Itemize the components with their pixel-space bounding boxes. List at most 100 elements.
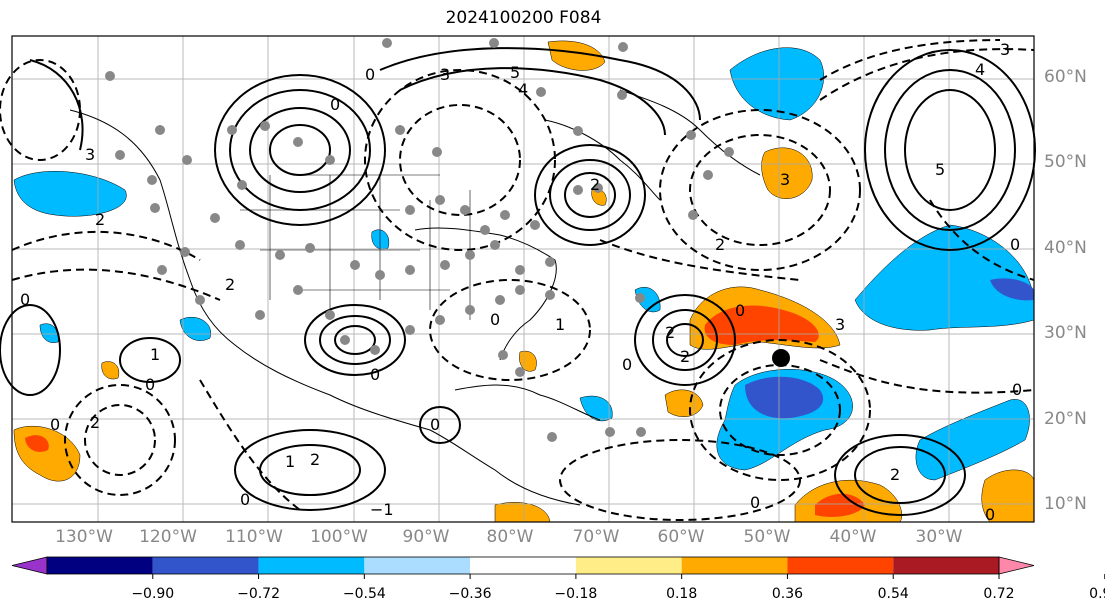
contour-label: 1 [150, 345, 160, 364]
dark-blue-region [990, 278, 1034, 301]
contour-high [634, 294, 736, 386]
contour-label: 0 [240, 490, 250, 509]
colorbar-label: −0.54 [342, 586, 386, 602]
longitude-label: 50°W [743, 527, 791, 547]
coastlines [69, 89, 761, 506]
contour-high [269, 124, 331, 176]
solid-contours [0, 47, 1036, 516]
colorbar-segment [152, 557, 259, 574]
latitude-label: 60°N [1044, 67, 1087, 87]
contour-label: 0 [750, 493, 760, 512]
contour-high [884, 69, 1016, 231]
colorbar-label: −0.36 [448, 586, 492, 602]
colorbar [11, 556, 1105, 579]
colorbar-label: 0.36 [771, 586, 804, 602]
contour-high [304, 304, 406, 376]
contour-label: 3 [835, 315, 845, 334]
map-title: 2024100200 F084 [445, 8, 602, 28]
colorbar-label: −0.72 [237, 586, 280, 602]
contour-high [666, 323, 704, 357]
latitude-label: 30°N [1044, 323, 1087, 343]
contour-high [229, 89, 371, 211]
contour-label: 0 [735, 301, 745, 320]
colorbar-extend-low [11, 556, 48, 575]
contour-label: 0 [370, 365, 380, 384]
red-region [815, 493, 865, 517]
colorbar-segment [681, 557, 788, 574]
contour-label: 4 [975, 60, 985, 79]
contour-label: 2 [225, 275, 235, 294]
dark-blue-region [745, 376, 824, 419]
colorbar-segment [575, 557, 682, 574]
latitude-label: 50°N [1044, 152, 1087, 172]
contour-high [0, 304, 61, 396]
contour-label: 0 [1010, 235, 1020, 254]
contour-label: 0 [1012, 380, 1022, 399]
contour-label: 1 [285, 452, 295, 471]
contour-high [834, 434, 966, 516]
contour-label: 1 [555, 315, 565, 334]
longitude-label: 110°W [225, 527, 283, 547]
colorbar-label: 0.90 [1089, 586, 1105, 602]
colorbar-label: −0.90 [131, 586, 175, 602]
contour-high [864, 49, 1036, 251]
blue-region [915, 399, 1030, 481]
contour-label: 5 [510, 63, 520, 82]
blue-region [39, 323, 59, 343]
colorbar-label: −0.18 [554, 586, 598, 602]
contour-high [119, 337, 181, 383]
station-dots [105, 38, 734, 442]
longitude-label: 130°W [55, 527, 113, 547]
contour-high [534, 144, 646, 246]
contour-label: 0 [330, 95, 340, 114]
contour-high [652, 309, 718, 371]
orange-region [761, 147, 813, 199]
storm-marker [772, 349, 790, 367]
contour-label: 2 [590, 175, 600, 194]
contour-label: 5 [935, 160, 945, 179]
contour-labels: 0 5 4 3 1 0 2 1 0 −1 2 0 0 2 3 0 0 1 0 2… [20, 40, 1022, 524]
gridlines [12, 36, 1034, 522]
latitude-label: 20°N [1044, 409, 1087, 429]
longitude-label: 80°W [486, 527, 534, 547]
blue-region [729, 47, 824, 121]
contour-label: 2 [665, 323, 675, 342]
red-region [25, 435, 49, 452]
contour-label: 2 [95, 210, 105, 229]
colorbar-segment [893, 557, 999, 574]
colorbar-label: 0.54 [877, 586, 909, 602]
contour-high [319, 315, 391, 365]
contour-high [249, 107, 351, 193]
contour-label: 0 [365, 65, 375, 84]
colorbar-segment [47, 557, 153, 574]
contour-label: 2 [715, 235, 725, 254]
colorbar-segment [787, 557, 894, 574]
contour-high [854, 446, 946, 504]
colorbar-label: 0.72 [983, 586, 1015, 602]
colorbar-extend-high [998, 556, 1035, 575]
colorbar-segment [364, 557, 471, 574]
contour-label: 0 [145, 375, 155, 394]
longitude-label: 30°W [915, 527, 963, 547]
longitude-label: 40°W [829, 527, 877, 547]
contour-label: 2 [90, 413, 100, 432]
contour-label: 2 [310, 450, 320, 469]
contour-label: 4 [518, 80, 528, 99]
latitude-label: 10°N [1044, 494, 1087, 514]
contour-label: 2 [890, 465, 900, 484]
contour-high [214, 74, 386, 226]
longitude-label: 90°W [402, 527, 450, 547]
longitude-label: 100°W [310, 527, 368, 547]
contour-label: 0 [430, 415, 440, 434]
colorbar-label: 0.18 [666, 586, 698, 602]
contour-label: 2 [680, 347, 690, 366]
contour-label: 3 [780, 170, 790, 189]
red-region [704, 305, 819, 345]
contour-label: 0 [20, 290, 30, 309]
contour-label: −1 [370, 500, 394, 519]
contour-label: 0 [490, 310, 500, 329]
contour-label: 0 [622, 355, 632, 374]
orange-region [547, 40, 606, 71]
blue-region [179, 316, 212, 341]
